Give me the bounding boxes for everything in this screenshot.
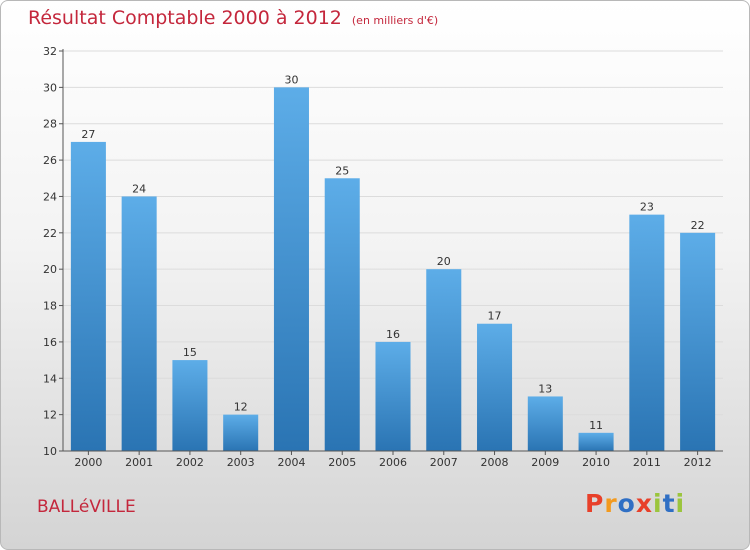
commune-name: BALLéVILLE — [37, 497, 136, 517]
bar — [426, 269, 462, 451]
y-tick-label: 24 — [43, 190, 57, 203]
x-tick-label: 2004 — [277, 456, 305, 469]
bar — [70, 141, 106, 451]
y-tick-label: 14 — [43, 372, 57, 385]
bar — [121, 196, 157, 451]
bars — [70, 87, 716, 452]
x-tick-label: 2012 — [684, 456, 712, 469]
bar-value-label: 27 — [81, 128, 95, 141]
y-tick-label: 16 — [43, 336, 57, 349]
bar-value-label: 20 — [437, 255, 451, 268]
bar-value-label: 11 — [589, 419, 603, 432]
logo-letter: i — [653, 489, 663, 518]
y-tick-label: 18 — [43, 300, 57, 313]
bar — [375, 341, 411, 451]
logo-letter: t — [662, 489, 676, 518]
bar-value-label: 23 — [640, 201, 654, 214]
bar-value-label: 30 — [284, 73, 298, 86]
bar-value-label: 25 — [335, 164, 349, 177]
bar — [680, 232, 716, 451]
y-tick-label: 12 — [43, 409, 57, 422]
x-tick-label: 2010 — [582, 456, 610, 469]
y-tick-label: 22 — [43, 227, 57, 240]
bar — [527, 396, 563, 451]
x-tick-label: 2003 — [227, 456, 255, 469]
x-tick-label: 2011 — [633, 456, 661, 469]
bar — [223, 414, 259, 451]
logo-letter: i — [675, 489, 686, 518]
x-tick-label: 2009 — [531, 456, 559, 469]
x-tick-label: 2006 — [379, 456, 407, 469]
labels: 10 12 14 16 18 20 22 24 26 28 30 32 27 2000 24 2001 15 20… — [43, 45, 712, 469]
bar-value-label: 17 — [488, 310, 502, 323]
logo-letter: x — [635, 489, 653, 518]
x-tick-label: 2001 — [125, 456, 153, 469]
logo-letter: r — [604, 489, 618, 518]
axes — [59, 49, 723, 455]
x-tick-label: 2002 — [176, 456, 204, 469]
bar — [477, 323, 513, 451]
y-tick-label: 30 — [43, 81, 57, 94]
chart-unit: (en milliers d'€) — [351, 14, 439, 27]
proxiti-logo[interactable]: Proxiti — [585, 489, 685, 518]
y-tick-label: 10 — [43, 445, 57, 458]
y-tick-label: 26 — [43, 154, 57, 167]
bar-value-label: 22 — [691, 219, 705, 232]
bar-value-label: 16 — [386, 328, 400, 341]
x-tick-label: 2005 — [328, 456, 356, 469]
chart-title-text: Résultat Comptable 2000 à 2012 — [28, 7, 342, 29]
logo-letter: P — [585, 489, 605, 518]
y-tick-label: 20 — [43, 263, 57, 276]
y-tick-label: 28 — [43, 118, 57, 131]
y-tick-label: 32 — [43, 45, 57, 58]
bar — [172, 360, 208, 451]
bar — [578, 432, 614, 451]
bar-value-label: 12 — [234, 401, 248, 414]
bar — [273, 87, 309, 451]
x-tick-label: 2007 — [430, 456, 458, 469]
bar — [324, 178, 360, 452]
bar-value-label: 15 — [183, 346, 197, 359]
logo-letter: o — [617, 489, 636, 518]
chart-title: Résultat Comptable 2000 à 2012 (en millie… — [28, 7, 438, 29]
x-tick-label: 2000 — [74, 456, 102, 469]
bar-value-label: 13 — [538, 382, 552, 395]
bar — [629, 214, 665, 451]
bar-value-label: 24 — [132, 182, 146, 195]
x-tick-label: 2008 — [481, 456, 509, 469]
